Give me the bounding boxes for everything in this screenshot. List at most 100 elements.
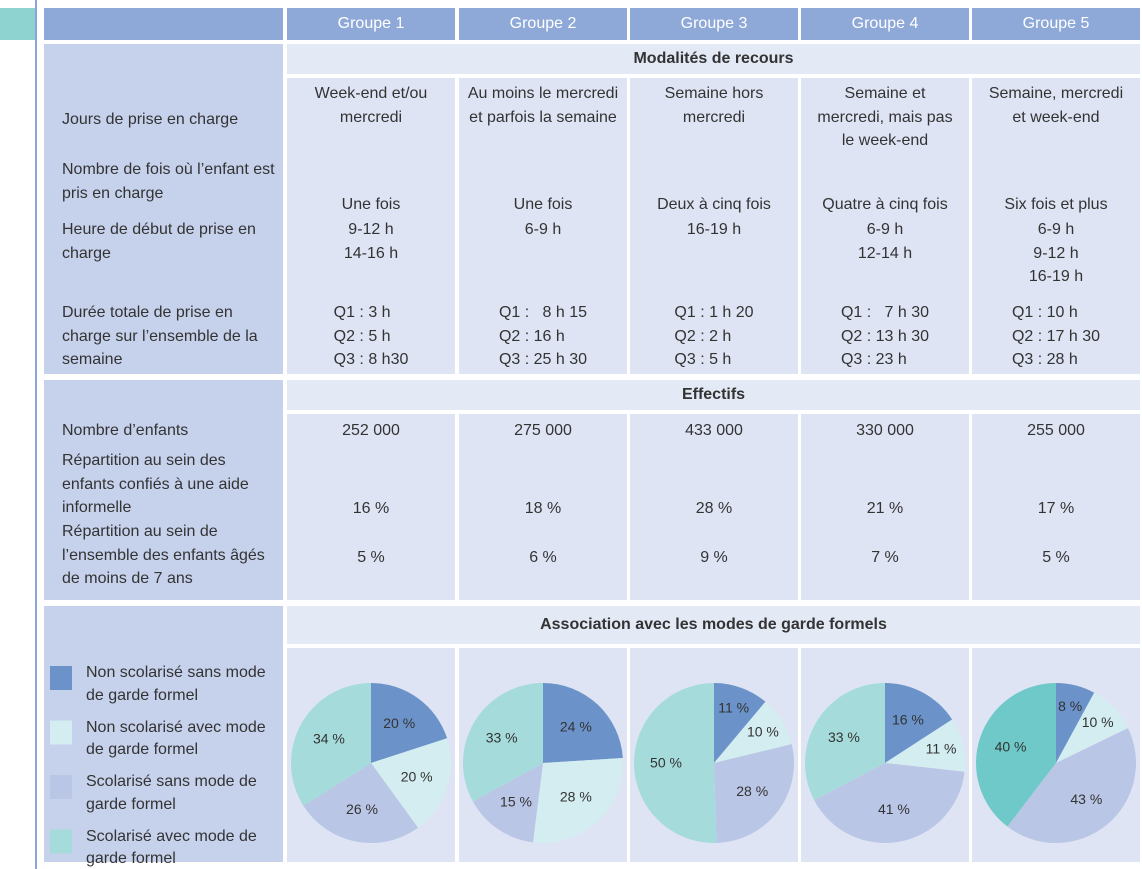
cell-text: 9 % bbox=[700, 549, 728, 567]
cell-line: Q3 : 23 h bbox=[840, 351, 907, 368]
cell-text: 330 000 bbox=[856, 422, 914, 440]
cell-line: Q2 : 16 h bbox=[498, 327, 565, 345]
legend-swatch bbox=[50, 829, 72, 854]
column-body bbox=[972, 78, 1140, 374]
column-body bbox=[972, 414, 1140, 600]
table-cell: 330 000 bbox=[801, 416, 969, 446]
legend-swatch bbox=[50, 720, 72, 745]
table-cell: Q1 : 8 h 15 Q2 : 16 h Q3 : 25 h 30 bbox=[459, 301, 627, 375]
cell-lines: Q1 : 8 h 15 Q2 : 16 h Q3 : 25 h 30 bbox=[499, 301, 587, 372]
cell-text: Week-end et/ou mercredi bbox=[314, 85, 428, 126]
pie-slice bbox=[714, 744, 794, 843]
cell-line: 16-19 h bbox=[1028, 268, 1084, 285]
table-cell: Q1 : 7 h 30 Q2 : 13 h 30 Q3 : 23 h bbox=[801, 301, 969, 375]
column-body bbox=[801, 414, 969, 600]
column-body bbox=[287, 414, 455, 600]
row-label: Nombre de fois où l’enfant est pris en c… bbox=[44, 158, 283, 216]
table-cell: 21 % bbox=[801, 449, 969, 520]
pie-slice bbox=[885, 719, 965, 772]
table-cell: 28 % bbox=[630, 449, 798, 520]
table-cell: Semaine, mercredi et week-end bbox=[972, 82, 1140, 158]
table-cell: Q1 : 3 h Q2 : 5 h Q3 : 8 h30 bbox=[287, 301, 455, 375]
cell-line: Q2 : 2 h bbox=[674, 327, 732, 345]
cell-text: 433 000 bbox=[685, 422, 743, 440]
table-cell: Six fois et plus bbox=[972, 158, 1140, 216]
pie-slice bbox=[714, 683, 766, 763]
cell-text: 21 % bbox=[866, 499, 904, 517]
column-body bbox=[630, 414, 798, 600]
legend-label: Scolarisé avec mode de garde formel bbox=[86, 827, 257, 868]
table-cell: 6-9 h 12-14 h bbox=[801, 218, 969, 298]
pie-slice bbox=[1007, 728, 1137, 843]
table-cell: 9-12 h 14-16 h bbox=[287, 218, 455, 298]
cell-lines: 6-9 h bbox=[525, 218, 561, 242]
header-left bbox=[44, 8, 283, 40]
pie-slice bbox=[814, 763, 965, 843]
legend-swatch bbox=[50, 775, 72, 799]
cell-text: 255 000 bbox=[1027, 422, 1085, 440]
pie-label: 8 % bbox=[1058, 698, 1082, 714]
cell-lines: 9-12 h 14-16 h bbox=[344, 218, 398, 265]
pie-label: 16 % bbox=[892, 712, 924, 728]
table-cell: 16-19 h bbox=[630, 218, 798, 298]
table-cell: Au moins le mercredi et parfois la semai… bbox=[459, 82, 627, 158]
cell-line: 16-19 h bbox=[686, 221, 742, 238]
cell-line: 6-9 h bbox=[866, 221, 904, 238]
table-cell: Q1 : 1 h 20 Q2 : 2 h Q3 : 5 h bbox=[630, 301, 798, 375]
pie-slice bbox=[371, 738, 452, 828]
pie-label: 40 % bbox=[995, 738, 1027, 754]
table-cell: 9 % bbox=[630, 520, 798, 596]
cell-text: Deux à cinq fois bbox=[657, 195, 771, 213]
cell-text: 28 % bbox=[695, 499, 733, 517]
pie-label: 11 % bbox=[718, 700, 749, 716]
pie-slice bbox=[976, 683, 1056, 827]
pie-slice bbox=[1056, 683, 1095, 763]
cell-text: 5 % bbox=[1042, 549, 1070, 567]
pie-slice bbox=[543, 683, 623, 763]
pie-slice bbox=[472, 763, 543, 843]
table-cell: 18 % bbox=[459, 449, 627, 520]
table-cell: Quatre à cinq fois bbox=[801, 158, 969, 216]
cell-text: 275 000 bbox=[514, 422, 572, 440]
section-title: Modalités de recours bbox=[287, 44, 1140, 74]
cell-text: Une fois bbox=[341, 195, 401, 213]
pie-slice bbox=[371, 683, 448, 763]
table-cell: Une fois bbox=[459, 158, 627, 216]
left-rule bbox=[35, 0, 37, 869]
row-label: Heure de début de prise en charge bbox=[44, 218, 283, 298]
pie-label: 28 % bbox=[736, 783, 768, 799]
pie-slice bbox=[291, 683, 371, 806]
cell-line: Q1 : 7 h 30 bbox=[840, 304, 930, 321]
cell-text: 252 000 bbox=[342, 422, 400, 440]
pie-label: 50 % bbox=[650, 754, 682, 770]
cell-lines: 16-19 h bbox=[687, 218, 741, 242]
pie-label: 33 % bbox=[486, 729, 518, 745]
pie-label: 34 % bbox=[313, 731, 345, 747]
pie-label: 15 % bbox=[500, 793, 532, 809]
row-label-text: Répartition au sein des enfants confiés … bbox=[62, 452, 249, 516]
row-label-text: Jours de prise en charge bbox=[62, 111, 239, 129]
column-header: Groupe 3 bbox=[630, 8, 798, 40]
cell-line: Q2 : 17 h 30 bbox=[1011, 327, 1101, 345]
table-cell: 16 % bbox=[287, 449, 455, 520]
table-cell: 7 % bbox=[801, 520, 969, 596]
column-header: Groupe 4 bbox=[801, 8, 969, 40]
row-label-text: Nombre de fois où l’enfant est pris en c… bbox=[62, 161, 275, 202]
row-label-text: Heure de début de prise en charge bbox=[62, 221, 256, 262]
row-label: Répartition au sein des enfants confiés … bbox=[44, 449, 283, 520]
table-cell: Week-end et/ou mercredi bbox=[287, 82, 455, 158]
table-cell: 252 000 bbox=[287, 416, 455, 446]
pie-label: 43 % bbox=[1070, 791, 1102, 807]
section-title: Association avec les modes de garde form… bbox=[287, 606, 1140, 644]
cell-text: Quatre à cinq fois bbox=[822, 195, 948, 213]
legend-label: Non scolarisé avec mode de garde formel bbox=[86, 718, 266, 759]
cell-line: 14-16 h bbox=[343, 244, 399, 262]
legend-swatch bbox=[50, 666, 72, 690]
row-label: Nombre d’enfants bbox=[44, 416, 283, 446]
cell-text: Six fois et plus bbox=[1004, 195, 1108, 213]
cell-lines: 6-9 h 9-12 h 16-19 h bbox=[1029, 218, 1083, 289]
row-label-text: Nombre d’enfants bbox=[62, 422, 189, 440]
cell-text: Semaine et mercredi, mais pas le week-en… bbox=[817, 85, 953, 149]
column-body bbox=[801, 78, 969, 374]
